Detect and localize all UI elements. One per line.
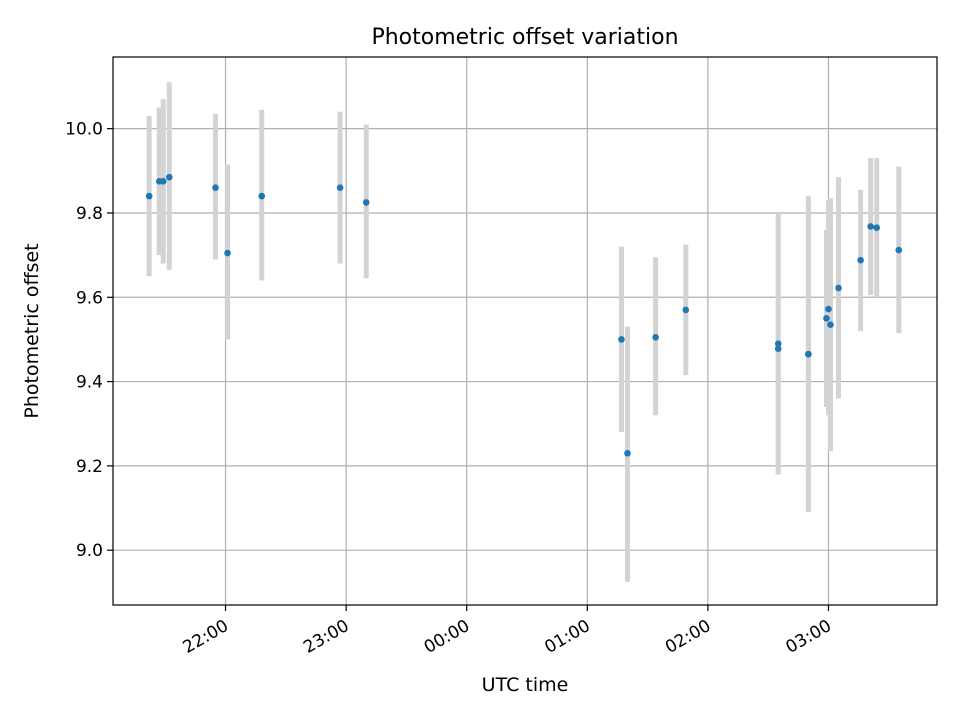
data-point xyxy=(835,284,842,292)
data-point xyxy=(224,249,231,257)
y-tick-label: 9.0 xyxy=(76,541,103,561)
y-tick-label: 9.6 xyxy=(76,288,103,308)
data-point xyxy=(805,350,812,358)
x-tick-label: 23:00 xyxy=(300,616,352,658)
data-point xyxy=(618,336,625,343)
data-point xyxy=(652,334,659,341)
data-point xyxy=(159,178,167,185)
data-point xyxy=(825,305,832,313)
x-tick-label: 22:00 xyxy=(180,616,232,658)
data-point xyxy=(895,246,903,254)
data-point xyxy=(774,345,782,353)
data-point xyxy=(827,321,834,328)
data-point xyxy=(873,224,881,232)
data-point xyxy=(867,223,874,230)
grid xyxy=(113,57,937,605)
x-tick-label: 01:00 xyxy=(541,616,593,658)
y-axis: 9.0 9.2 9.4 9.6 9.8 10.0 xyxy=(65,120,113,561)
data-point xyxy=(258,192,266,200)
y-tick-label: 9.4 xyxy=(76,373,103,393)
y-tick-label: 9.2 xyxy=(76,457,103,477)
data-point xyxy=(165,173,173,181)
data-point xyxy=(336,184,344,191)
plot-frame xyxy=(112,56,938,606)
x-axis-label: UTC time xyxy=(482,674,569,696)
y-tick-label: 9.8 xyxy=(76,204,103,224)
data-point xyxy=(362,199,370,206)
y-axis-label: Photometric offset xyxy=(21,243,43,418)
x-tick-label: 03:00 xyxy=(783,616,835,658)
x-axis: 22:00 23:00 00:00 01:00 02:00 03:00 xyxy=(180,605,835,658)
data-point xyxy=(212,184,219,191)
data-point xyxy=(145,192,153,200)
data-points xyxy=(145,173,903,457)
x-tick-label: 02:00 xyxy=(662,616,714,658)
data-point xyxy=(682,306,690,314)
chart-title: Photometric offset variation xyxy=(371,25,678,50)
data-point xyxy=(624,449,631,457)
x-tick-label: 00:00 xyxy=(421,616,473,658)
data-point xyxy=(857,256,864,264)
error-bars xyxy=(146,82,902,582)
y-tick-label: 10.0 xyxy=(65,120,103,140)
data-point xyxy=(774,340,782,347)
data-point xyxy=(823,315,830,322)
